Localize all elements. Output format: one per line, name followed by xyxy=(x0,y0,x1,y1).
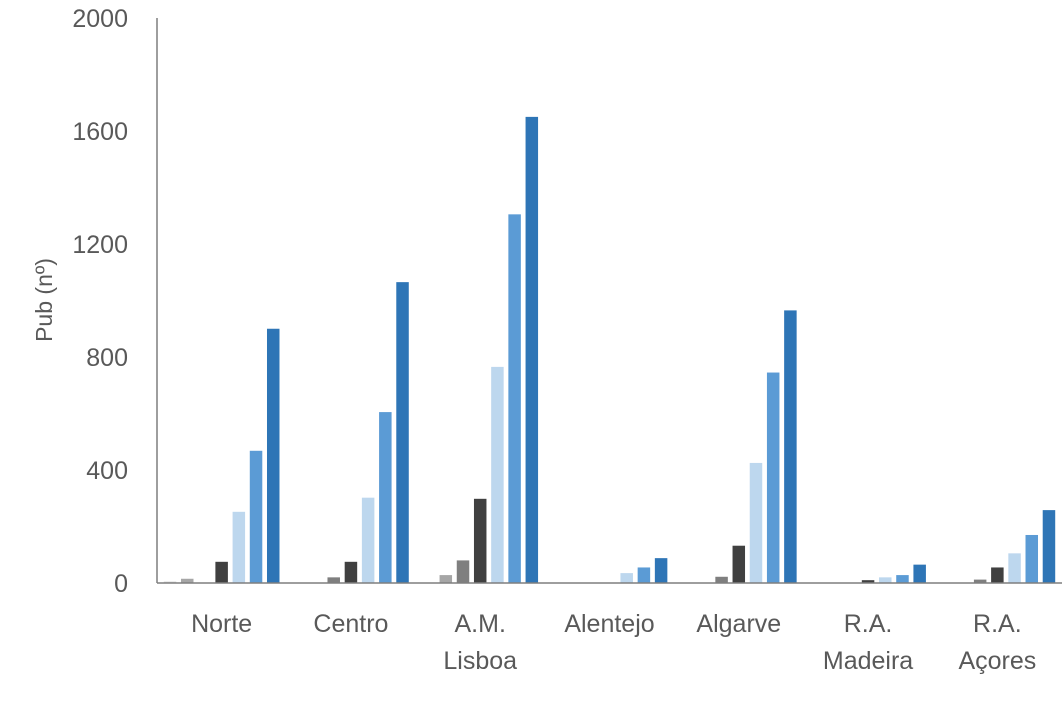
bar xyxy=(327,577,340,583)
bar xyxy=(361,497,375,583)
bar xyxy=(439,575,453,583)
x-category-label: R.A. xyxy=(844,610,893,638)
bar xyxy=(913,564,926,583)
bar xyxy=(637,567,651,583)
bar xyxy=(861,580,875,583)
bar xyxy=(508,214,521,583)
y-axis-title: Pub (nº) xyxy=(31,258,57,342)
bar xyxy=(396,282,409,583)
bar xyxy=(973,579,987,583)
y-tick-label: 2000 xyxy=(72,5,128,33)
bars xyxy=(163,116,1056,584)
x-category-label: Norte xyxy=(191,610,252,638)
x-category-label: Lisboa xyxy=(443,647,517,675)
bar xyxy=(491,366,504,583)
bar xyxy=(266,328,280,583)
bar xyxy=(249,450,263,583)
bar xyxy=(732,545,746,583)
x-category-label: A.M. xyxy=(455,610,506,638)
bar xyxy=(991,567,1004,583)
bar xyxy=(215,561,228,583)
y-axis-ticks: 0 400 800 1200 1600 2000 xyxy=(72,5,128,598)
bar xyxy=(1042,510,1056,583)
bar xyxy=(784,310,797,583)
y-tick-label: 400 xyxy=(86,457,128,485)
bar xyxy=(1008,553,1021,583)
y-tick-label: 0 xyxy=(114,570,128,598)
bar xyxy=(879,577,892,583)
x-category-label: Madeira xyxy=(823,647,913,675)
bar xyxy=(766,372,780,583)
bar xyxy=(473,498,487,583)
bar xyxy=(654,558,668,583)
x-category-label: Algarve xyxy=(696,610,781,638)
x-category-label: Açores xyxy=(958,647,1036,675)
y-tick-label: 800 xyxy=(86,344,128,372)
x-category-label: Alentejo xyxy=(564,610,654,638)
x-category-label: R.A. xyxy=(973,610,1022,638)
bar xyxy=(620,573,633,583)
bar xyxy=(456,560,470,583)
bar xyxy=(749,462,763,583)
bar xyxy=(715,576,728,583)
bar xyxy=(379,412,392,583)
y-tick-label: 1600 xyxy=(72,118,128,146)
bar xyxy=(344,561,358,583)
y-tick-label: 1200 xyxy=(72,231,128,259)
bar xyxy=(232,511,246,583)
bar xyxy=(525,116,539,584)
x-axis-labels: Norte Centro A.M. Lisboa Alentejo Algarve R.A.… xyxy=(191,610,1036,675)
bar xyxy=(896,575,909,583)
bar xyxy=(1025,534,1039,583)
x-category-label: Centro xyxy=(313,610,388,638)
bar xyxy=(180,578,194,583)
